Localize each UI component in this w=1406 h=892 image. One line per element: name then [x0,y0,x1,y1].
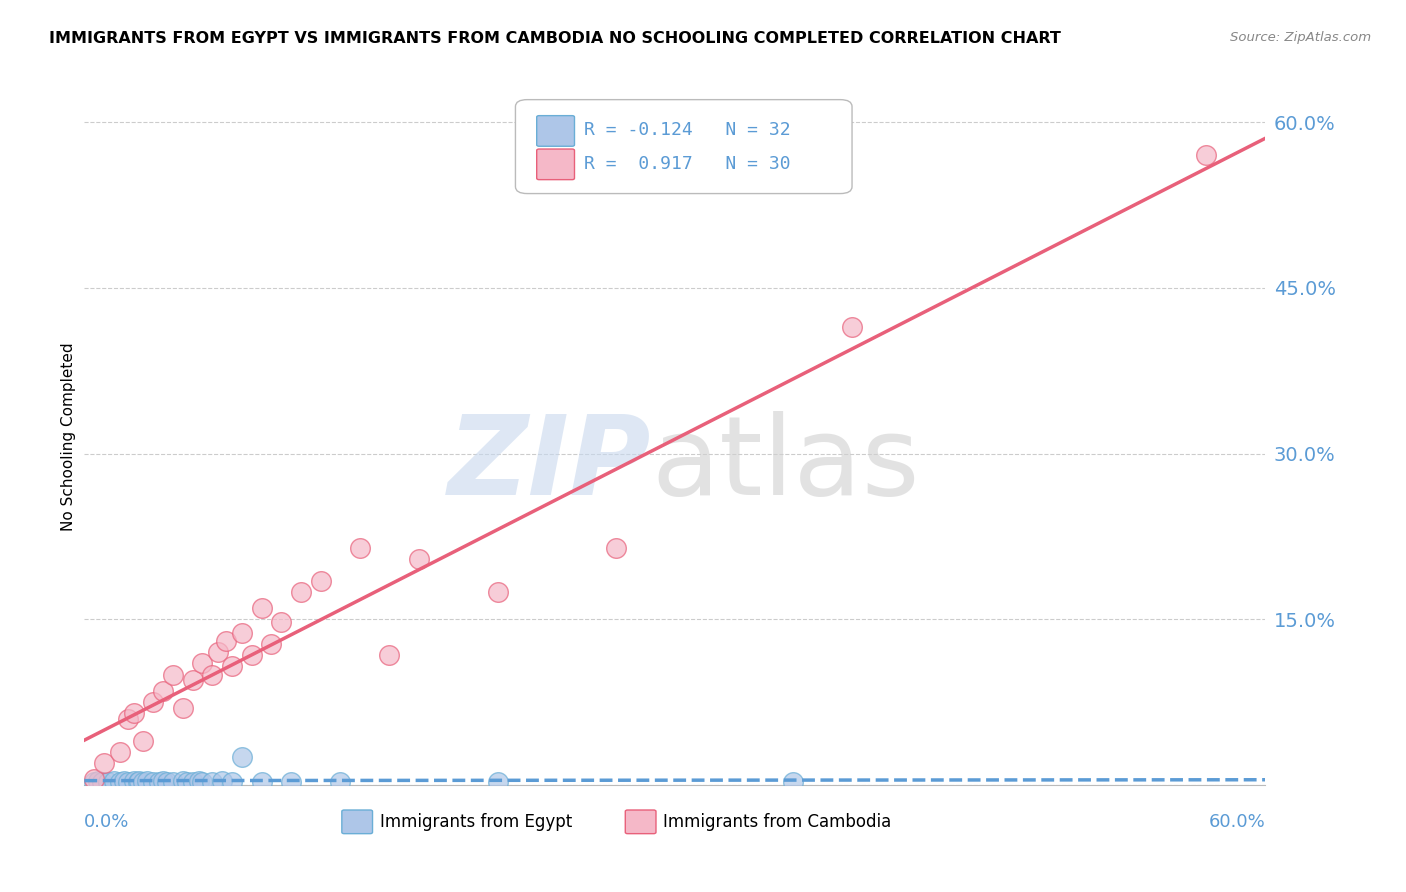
Point [83,772,105,787]
Point [112,773,135,788]
Point [309,574,332,588]
Point [122,706,145,721]
Point [486,584,509,599]
Y-axis label: No Schooling Completed: No Schooling Completed [60,343,76,532]
Point [187,773,209,788]
Point [127,774,149,789]
Point [148,774,170,789]
Point [122,773,145,788]
Point [605,541,627,555]
Point [162,774,184,789]
Point [231,625,253,640]
Text: Immigrants from Egypt: Immigrants from Egypt [380,813,572,830]
Point [132,774,155,789]
Point [349,541,371,555]
Point [215,634,238,648]
Point [117,774,139,789]
FancyBboxPatch shape [537,149,575,179]
Point [207,645,229,659]
Point [408,551,430,566]
Point [191,657,214,671]
Point [156,774,179,789]
Point [142,774,165,789]
Text: 60.0%: 60.0% [1209,813,1265,830]
Point [91,774,114,789]
Text: 0.0%: 0.0% [84,813,129,830]
FancyBboxPatch shape [516,100,852,194]
Text: Immigrants from Cambodia: Immigrants from Cambodia [664,813,891,830]
Point [240,648,263,662]
Point [290,584,312,599]
Point [152,684,174,698]
Point [329,774,352,789]
Point [201,774,224,789]
Point [201,667,224,681]
Point [136,773,159,788]
Point [1195,148,1218,162]
Point [486,774,509,789]
Point [93,756,115,770]
Point [270,615,292,629]
Point [221,658,243,673]
Point [181,774,204,789]
Point [108,745,131,759]
Point [97,774,120,789]
Text: atlas: atlas [651,411,920,518]
Point [142,695,165,709]
Point [191,774,214,789]
Point [108,774,131,789]
Point [221,774,243,789]
Point [250,774,273,789]
Point [117,712,139,726]
Text: IMMIGRANTS FROM EGYPT VS IMMIGRANTS FROM CAMBODIA NO SCHOOLING COMPLETED CORRELA: IMMIGRANTS FROM EGYPT VS IMMIGRANTS FROM… [49,31,1062,46]
Text: R =  0.917   N = 30: R = 0.917 N = 30 [583,154,790,173]
Point [128,773,150,788]
Text: R = -0.124   N = 32: R = -0.124 N = 32 [583,120,790,138]
FancyBboxPatch shape [537,116,575,146]
FancyBboxPatch shape [626,810,657,834]
Point [103,773,125,788]
Point [172,773,194,788]
Point [152,773,174,788]
Point [181,673,204,687]
Point [378,648,401,662]
Point [211,773,233,788]
Point [132,733,155,747]
FancyBboxPatch shape [342,810,373,834]
Point [250,601,273,615]
Point [841,319,863,334]
Point [162,667,184,681]
Point [782,774,804,789]
Point [87,773,110,788]
Text: Source: ZipAtlas.com: Source: ZipAtlas.com [1230,31,1371,45]
Point [176,774,198,789]
Point [280,774,302,789]
Point [83,774,105,789]
Point [231,750,253,764]
Point [260,637,283,651]
Text: ZIP: ZIP [447,411,651,518]
Point [172,700,194,714]
